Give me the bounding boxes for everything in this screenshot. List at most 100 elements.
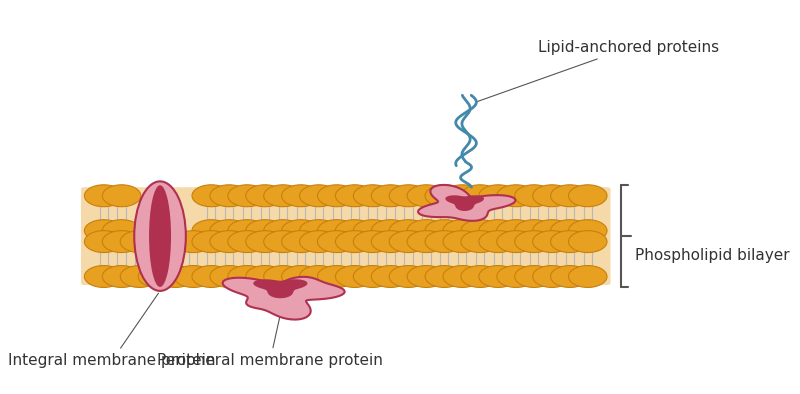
Circle shape [497, 220, 535, 242]
Circle shape [479, 185, 518, 207]
Circle shape [390, 230, 428, 253]
Circle shape [514, 230, 554, 253]
Circle shape [550, 230, 589, 253]
Circle shape [264, 230, 302, 253]
Circle shape [282, 220, 320, 242]
Circle shape [210, 220, 249, 242]
Circle shape [407, 185, 446, 207]
Circle shape [84, 220, 123, 242]
Circle shape [550, 185, 589, 207]
Circle shape [246, 266, 284, 288]
Circle shape [497, 266, 535, 288]
Circle shape [299, 266, 338, 288]
Polygon shape [418, 185, 515, 221]
Circle shape [174, 266, 213, 288]
Circle shape [120, 230, 158, 253]
Circle shape [479, 230, 518, 253]
FancyBboxPatch shape [81, 187, 610, 285]
Circle shape [479, 266, 518, 288]
Circle shape [461, 230, 499, 253]
Circle shape [192, 266, 230, 288]
Circle shape [318, 230, 356, 253]
Text: Peripheral membrane protein: Peripheral membrane protein [157, 301, 383, 368]
Circle shape [228, 266, 266, 288]
Circle shape [390, 220, 428, 242]
Circle shape [84, 185, 123, 207]
Circle shape [354, 185, 392, 207]
Circle shape [228, 220, 266, 242]
Circle shape [569, 185, 607, 207]
Circle shape [550, 266, 589, 288]
Circle shape [228, 230, 266, 253]
Circle shape [514, 220, 554, 242]
Circle shape [443, 230, 482, 253]
Text: Phospholipid bilayer: Phospholipid bilayer [634, 248, 789, 263]
Circle shape [569, 230, 607, 253]
Circle shape [407, 220, 446, 242]
Circle shape [390, 185, 428, 207]
Circle shape [335, 230, 374, 253]
Circle shape [299, 220, 338, 242]
Circle shape [138, 230, 177, 253]
Circle shape [102, 185, 141, 207]
Circle shape [299, 230, 338, 253]
Circle shape [102, 230, 141, 253]
Circle shape [461, 266, 499, 288]
Circle shape [371, 185, 410, 207]
Circle shape [371, 266, 410, 288]
Circle shape [102, 220, 141, 242]
Polygon shape [446, 195, 484, 211]
Ellipse shape [134, 181, 186, 291]
Circle shape [514, 266, 554, 288]
Circle shape [425, 266, 463, 288]
Circle shape [246, 185, 284, 207]
Circle shape [407, 230, 446, 253]
Circle shape [84, 266, 123, 288]
Circle shape [533, 220, 571, 242]
Circle shape [282, 230, 320, 253]
Circle shape [354, 220, 392, 242]
Ellipse shape [149, 185, 171, 287]
Circle shape [533, 266, 571, 288]
Circle shape [569, 266, 607, 288]
Circle shape [318, 185, 356, 207]
Circle shape [282, 266, 320, 288]
Circle shape [335, 185, 374, 207]
Circle shape [318, 220, 356, 242]
Circle shape [210, 266, 249, 288]
Circle shape [264, 220, 302, 242]
Circle shape [371, 220, 410, 242]
Circle shape [120, 266, 158, 288]
Circle shape [335, 266, 374, 288]
Circle shape [569, 220, 607, 242]
Circle shape [371, 230, 410, 253]
Circle shape [497, 185, 535, 207]
Circle shape [318, 266, 356, 288]
Circle shape [479, 220, 518, 242]
Circle shape [425, 220, 463, 242]
Circle shape [425, 185, 463, 207]
Circle shape [354, 230, 392, 253]
Circle shape [425, 230, 463, 253]
Circle shape [533, 185, 571, 207]
Circle shape [102, 266, 141, 288]
Circle shape [461, 220, 499, 242]
Circle shape [282, 185, 320, 207]
Circle shape [299, 185, 338, 207]
Text: Integral membrane protein: Integral membrane protein [8, 293, 216, 368]
Circle shape [514, 185, 554, 207]
Text: Lipid-anchored proteins: Lipid-anchored proteins [475, 40, 719, 102]
Circle shape [84, 230, 123, 253]
Circle shape [156, 230, 194, 253]
Circle shape [246, 220, 284, 242]
Circle shape [497, 230, 535, 253]
Circle shape [461, 185, 499, 207]
Circle shape [550, 220, 589, 242]
Circle shape [210, 185, 249, 207]
Circle shape [443, 185, 482, 207]
Circle shape [192, 185, 230, 207]
Circle shape [443, 220, 482, 242]
Circle shape [174, 230, 213, 253]
Polygon shape [254, 279, 307, 298]
Circle shape [264, 185, 302, 207]
